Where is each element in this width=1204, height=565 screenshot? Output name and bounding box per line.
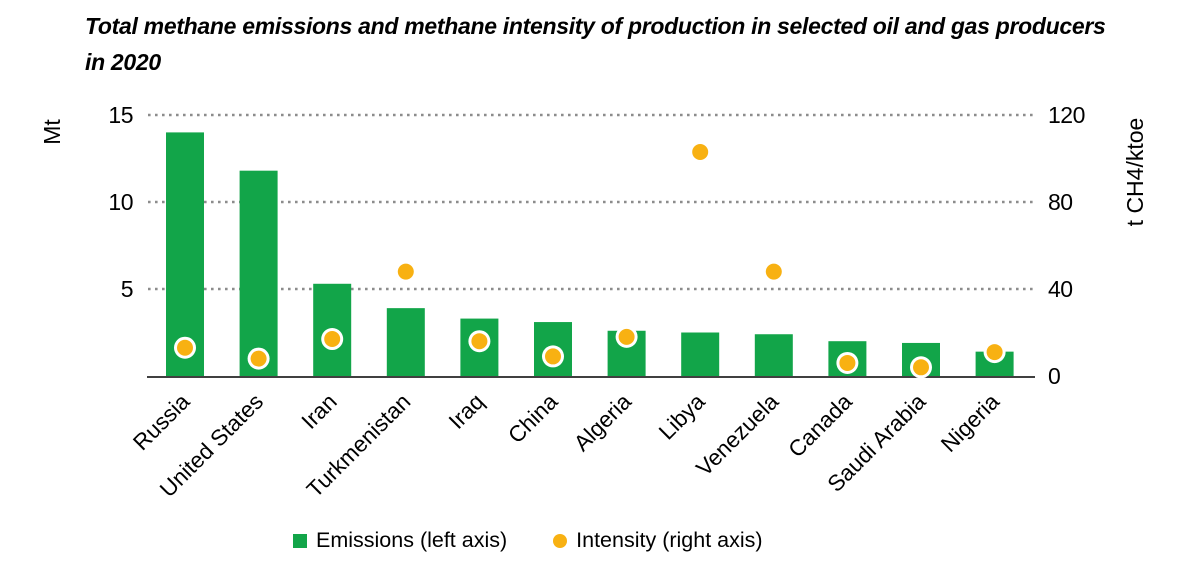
right-axis-tick-40: 40	[1048, 276, 1073, 302]
x-axis-label-russia: Russia	[128, 389, 195, 456]
intensity-dot-nigeria	[986, 344, 1003, 361]
chart-legend: Emissions (left axis) Intensity (right a…	[293, 528, 763, 553]
x-axis-label-nigeria: Nigeria	[936, 389, 1004, 457]
intensity-dot-united-states	[250, 350, 267, 367]
x-axis-label-algeria: Algeria	[569, 389, 637, 457]
intensity-dot-turkmenistan	[397, 263, 414, 280]
right-axis-tick-0: 0	[1048, 363, 1060, 389]
x-axis-label-canada: Canada	[784, 389, 858, 463]
x-axis-label-libya: Libya	[654, 389, 710, 445]
intensity-dot-china	[545, 348, 561, 365]
right-axis-unit-label: t CH4/ktoe	[1122, 118, 1148, 227]
left-axis-unit-label: Mt	[39, 119, 65, 145]
chart-title-line1: Total methane emissions and methane inte…	[85, 13, 1106, 39]
left-axis-tick-10: 10	[108, 189, 133, 215]
intensity-dot-libya	[692, 143, 709, 160]
chart-title-line2: in 2020	[85, 49, 161, 75]
left-axis-tick-5: 5	[121, 276, 133, 302]
emissions-square-icon	[293, 533, 307, 548]
intensity-dot-saudi-arabia	[913, 359, 929, 376]
intensity-dot-iran	[324, 331, 341, 348]
intensity-dot-iraq	[471, 333, 488, 350]
intensity-dot-russia	[177, 339, 193, 356]
bar-russia	[166, 132, 204, 376]
legend-item-intensity: Intensity (right axis)	[553, 528, 763, 553]
legend-emissions-label: Emissions (left axis)	[316, 528, 508, 552]
legend-intensity-label: Intensity (right axis)	[576, 528, 763, 552]
bar-turkmenistan	[386, 308, 425, 376]
right-axis-tick-80: 80	[1048, 189, 1073, 215]
left-axis-tick-15: 15	[108, 102, 133, 128]
chart-title: Total methane emissions and methane inte…	[85, 8, 1170, 80]
x-axis-label-iraq: Iraq	[444, 389, 489, 434]
legend-item-emissions: Emissions (left axis)	[293, 528, 507, 553]
bar-venezuela	[754, 334, 793, 376]
bar-united-states	[239, 170, 278, 376]
intensity-dot-icon	[553, 533, 568, 548]
intensity-dot-algeria	[618, 328, 635, 345]
x-axis-label-china: China	[503, 389, 563, 449]
bar-libya	[681, 332, 720, 376]
intensity-dot-venezuela	[765, 263, 782, 280]
x-axis-label-iran: Iran	[297, 389, 342, 434]
intensity-dot-canada	[839, 354, 856, 371]
right-axis-tick-120: 120	[1048, 102, 1085, 128]
